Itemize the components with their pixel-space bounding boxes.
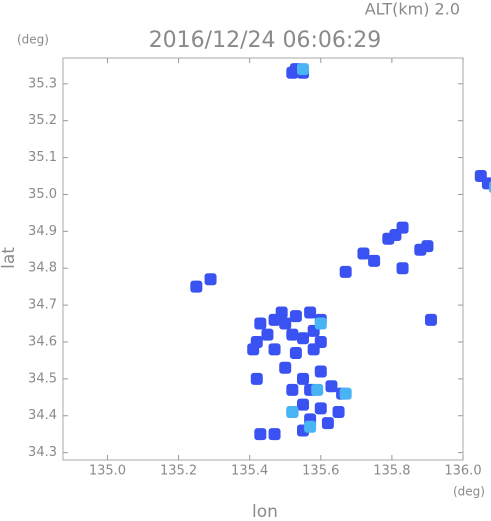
radar-echo [279, 361, 292, 374]
y-tick-label: 35.3 [28, 76, 57, 91]
x-unit: (deg) [453, 485, 485, 499]
radar-echo [254, 428, 267, 441]
radar-echo [247, 343, 260, 356]
y-tick-label: 34.9 [28, 224, 57, 239]
y-tick-label: 34.8 [28, 261, 57, 276]
radar-echo [268, 343, 281, 356]
radar-echo [339, 265, 352, 278]
altitude-label: ALT(km) 2.0 [365, 0, 460, 19]
radar-echo [304, 420, 317, 433]
x-tick-label: 135.0 [89, 464, 126, 479]
radar-echo [425, 313, 437, 326]
plot-frame [62, 57, 464, 461]
radar-echo [250, 372, 263, 385]
y-tick-label: 34.6 [28, 334, 57, 349]
radar-echo [289, 347, 302, 360]
radar-echo [286, 66, 299, 79]
x-axis-label: lon [252, 502, 278, 521]
radar-echo [297, 332, 309, 345]
radar-echo [314, 317, 327, 330]
radar-echo [268, 428, 281, 441]
y-tick-label: 34.4 [28, 408, 57, 423]
radar-echo [321, 417, 334, 430]
radar-echo [314, 365, 327, 378]
y-tick-label: 35.0 [28, 187, 57, 202]
radar-echo [357, 247, 370, 260]
x-tick-label: 135.8 [373, 464, 410, 479]
radar-echo [261, 328, 274, 341]
y-tick-label: 34.3 [28, 445, 57, 460]
radar-echo [279, 317, 292, 330]
y-unit: (deg) [17, 33, 49, 47]
radar-echo [325, 380, 338, 393]
radar-echo [297, 398, 309, 411]
y-tick-label: 35.1 [28, 150, 57, 165]
radar-echo [481, 177, 491, 190]
x-tick-label: 136.0 [444, 464, 481, 479]
radar-echo [396, 262, 409, 275]
radar-echo [286, 328, 299, 341]
radar-echo [421, 240, 434, 253]
radar-echo [332, 406, 345, 419]
radar-echo [286, 383, 299, 396]
radar-echo [254, 317, 267, 330]
radar-echo [314, 402, 327, 415]
radar-echo [314, 335, 327, 348]
radar-echo [190, 280, 203, 293]
x-tick-label: 135.2 [160, 464, 197, 479]
radar-echo [339, 387, 352, 400]
radar-echo [297, 372, 309, 385]
radar-echo [368, 254, 381, 267]
radar-echo [304, 306, 317, 319]
x-tick-label: 135.4 [231, 464, 268, 479]
radar-echo [297, 63, 309, 76]
radar-echo [311, 383, 324, 396]
y-tick-label: 34.5 [28, 371, 57, 386]
y-axis-label: lat [0, 247, 19, 269]
radar-echo [382, 232, 395, 245]
radar-echo [268, 313, 281, 326]
x-tick-label: 135.6 [302, 464, 339, 479]
y-tick-label: 34.7 [28, 298, 57, 313]
y-tick-label: 35.2 [28, 113, 57, 128]
radar-echo [286, 406, 299, 419]
radar-echo [204, 273, 217, 286]
chart-title: 2016/12/24 06:06:29 [149, 28, 382, 53]
radar-echo [289, 310, 302, 323]
